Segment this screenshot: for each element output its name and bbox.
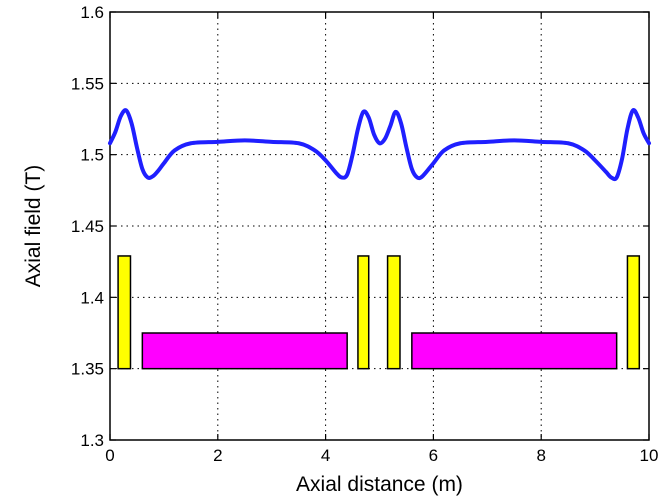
y-tick-label: 1.4: [80, 288, 104, 307]
coil-bar: [386, 255, 401, 370]
y-tick-label: 1.45: [71, 217, 104, 236]
y-axis-title: Axial field (T): [22, 165, 45, 288]
y-tick-label: 1.5: [80, 146, 104, 165]
x-tick-label: 0: [105, 446, 114, 465]
x-tick-label: 6: [429, 446, 438, 465]
y-axis-ticks: 1.3 1.35 1.4 1.45 1.5 1.55 1.6: [71, 3, 649, 450]
y-tick-label: 1.3: [80, 431, 104, 450]
y-tick-label: 1.55: [71, 74, 104, 93]
coil-markers: [117, 255, 641, 370]
coil-bar: [357, 255, 370, 370]
x-axis-ticks: 0 2 4 6 8 10: [105, 12, 658, 465]
magnet-bar: [141, 332, 348, 370]
y-tick-label: 1.35: [71, 360, 104, 379]
coil-bar: [626, 255, 641, 370]
x-tick-label: 8: [536, 446, 545, 465]
coil-bar: [117, 255, 132, 370]
y-tick-label: 1.6: [80, 3, 104, 22]
x-tick-label: 10: [640, 446, 659, 465]
axial-field-line: [108, 108, 651, 182]
grid-lines: [110, 12, 649, 440]
x-tick-label: 2: [213, 446, 222, 465]
magnet-bar: [411, 332, 618, 370]
magnet-markers: [141, 332, 618, 370]
x-tick-label: 4: [321, 446, 330, 465]
x-axis-title: Axial distance (m): [296, 473, 463, 496]
